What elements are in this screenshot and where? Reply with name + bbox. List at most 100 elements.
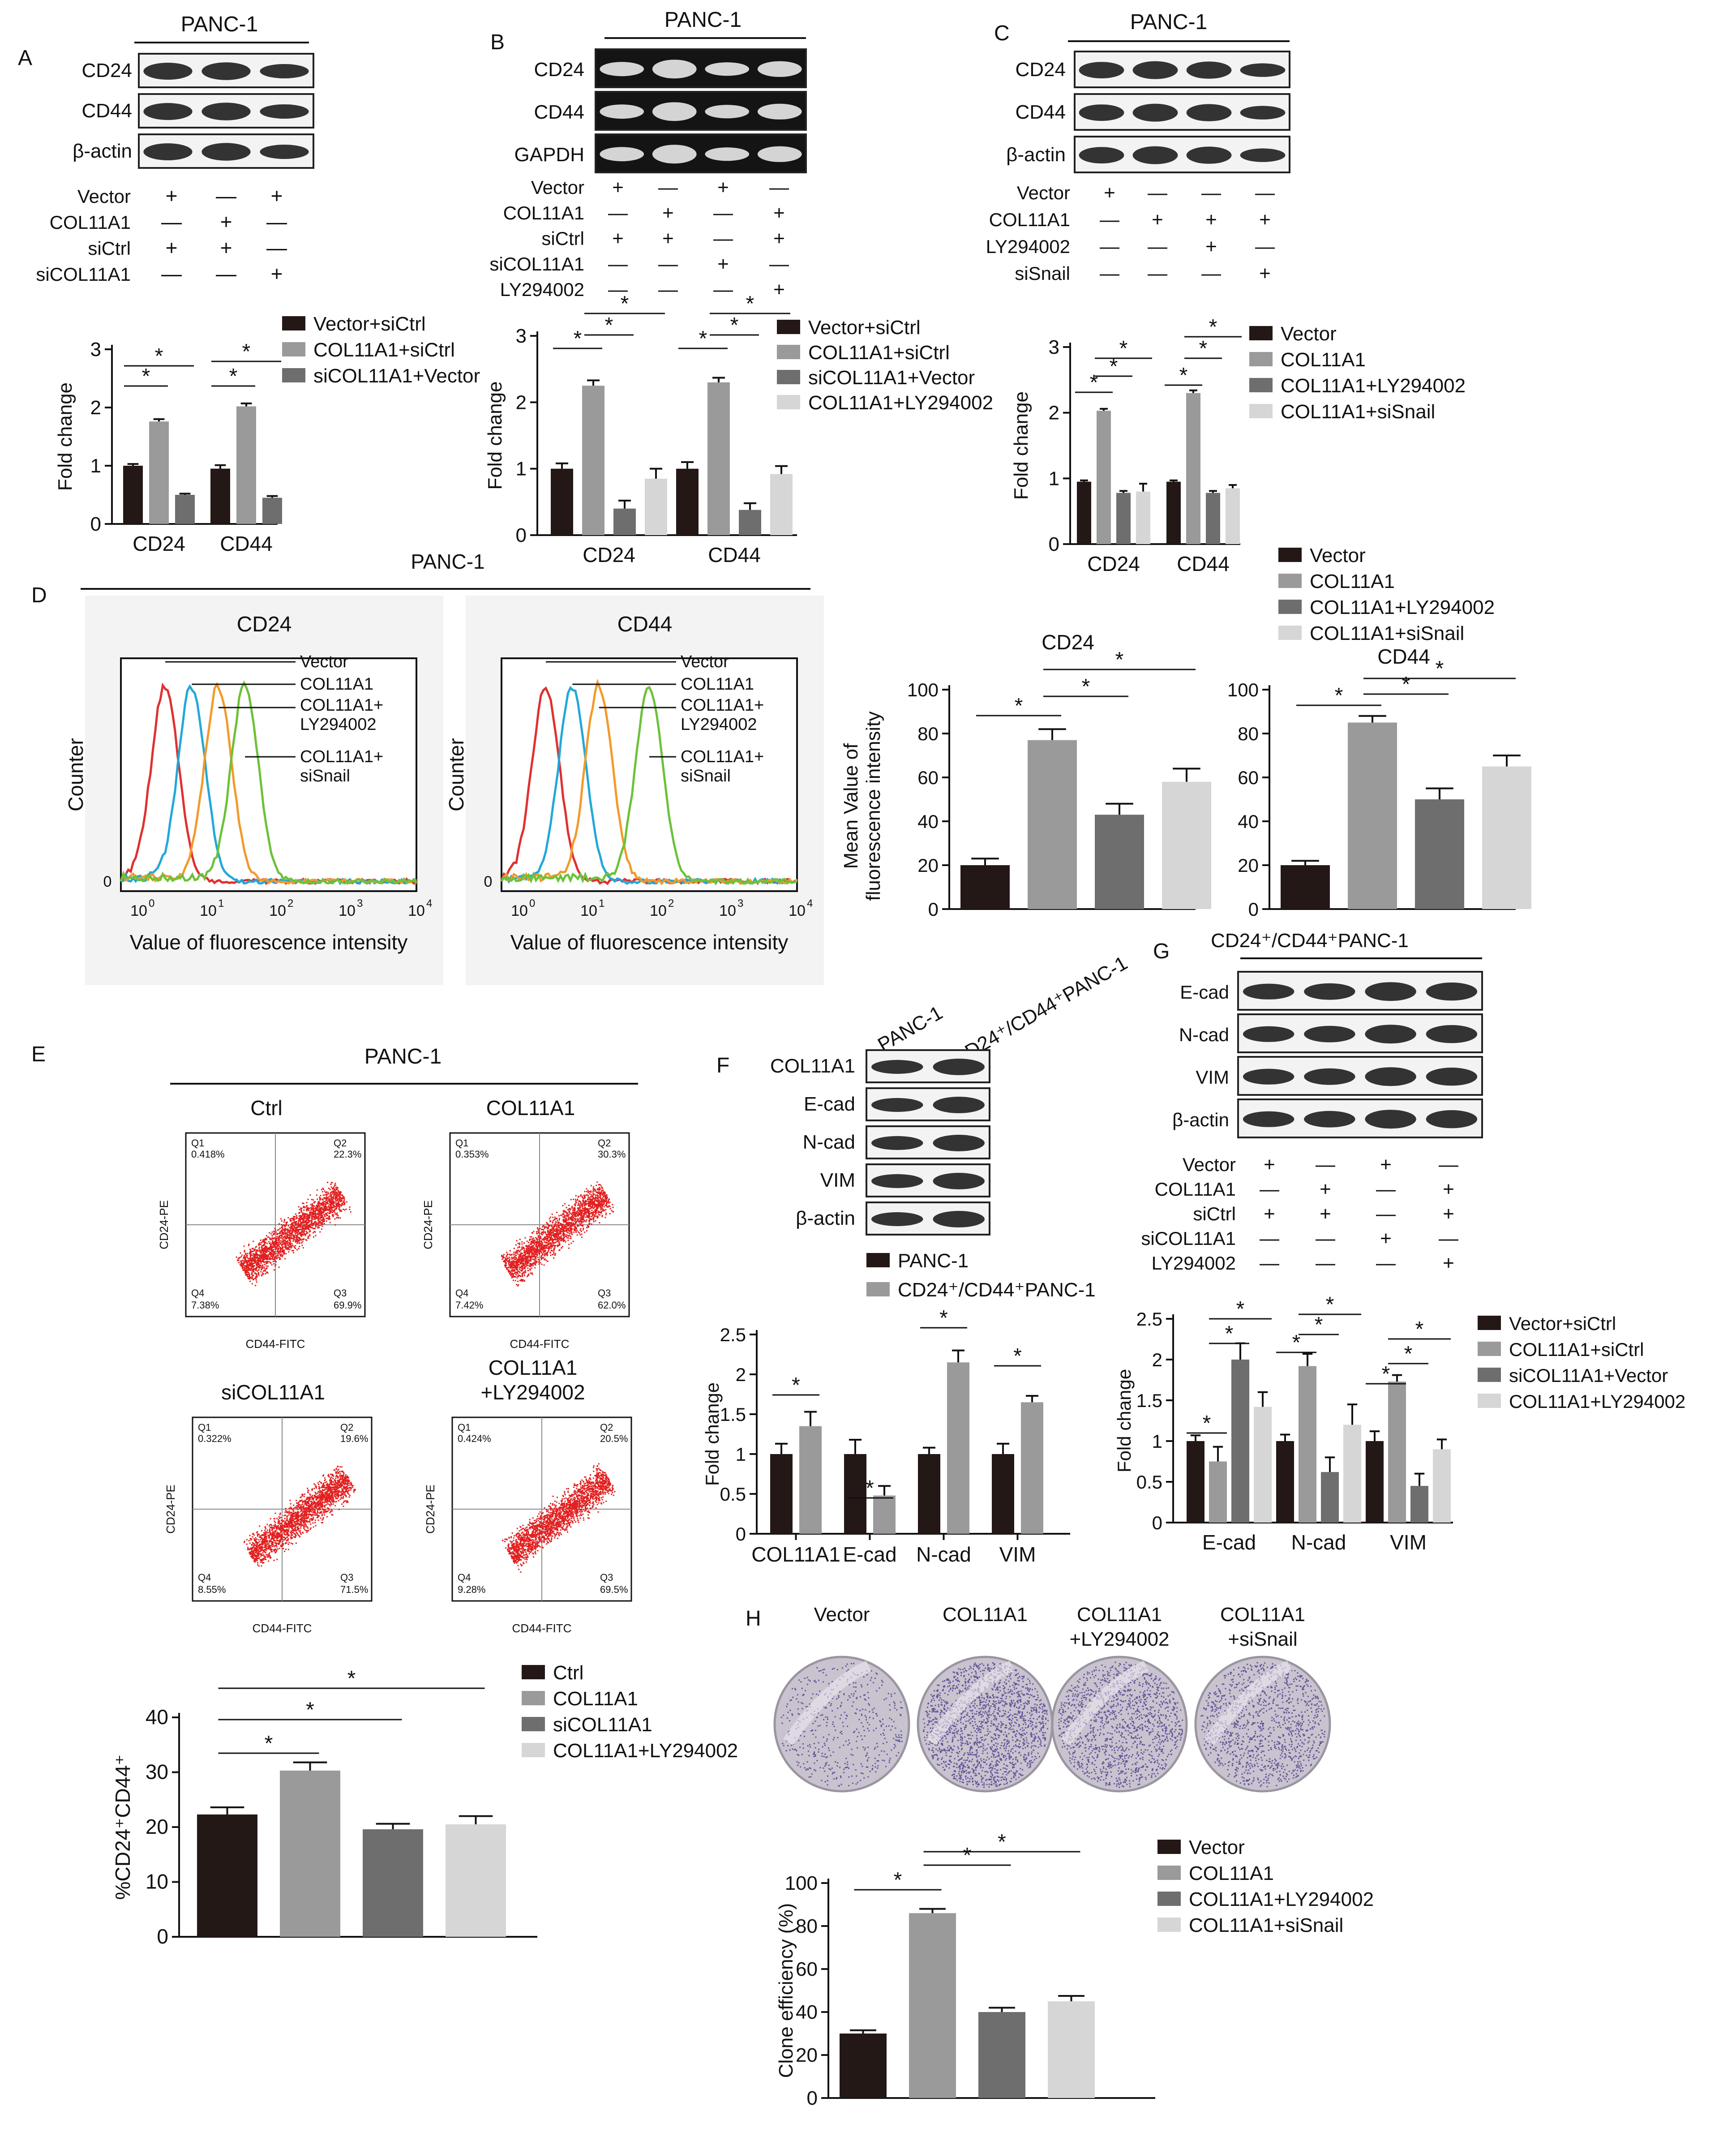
A-bar-0-0 xyxy=(123,466,143,524)
E-flow-0-title: Ctrl xyxy=(250,1096,283,1120)
E-flow-2-q3-value: 71.5% xyxy=(340,1584,368,1595)
F-bar-0-0 xyxy=(770,1454,793,1534)
D-legend-swatch-0 xyxy=(1278,548,1302,562)
H-bar-3-0 xyxy=(1048,2001,1095,2098)
E-flow-1-x-label: CD44-FITC xyxy=(510,1337,570,1351)
E-flow-3-q4-label: Q4 xyxy=(458,1572,471,1583)
C-bar-1-2 xyxy=(1206,493,1220,544)
A-sign: + xyxy=(220,236,232,259)
E-y-tick-label: 20 xyxy=(146,1815,168,1838)
E-legend-label-3: COL11A1+LY294002 xyxy=(553,1740,738,1762)
G-blot-0-band-3 xyxy=(1426,983,1478,1001)
F-bar-0-1 xyxy=(799,1426,822,1534)
H-plate-glare-3 xyxy=(1204,1660,1292,1746)
C-bar-0-3 xyxy=(1136,491,1150,544)
C-sign: — xyxy=(1201,262,1221,284)
E-flow-3-title2: +LY294002 xyxy=(480,1381,585,1404)
F-blot-1-band-0 xyxy=(871,1098,923,1112)
F-legend-swatch-1 xyxy=(866,1282,890,1296)
H-plate-label-1: COL11A1 xyxy=(943,1604,1028,1626)
A-sign: — xyxy=(161,210,182,233)
B-sign: + xyxy=(662,202,674,224)
G-band-label: VIM xyxy=(1196,1067,1229,1088)
E-significance-star: * xyxy=(347,1667,356,1690)
A-sign: + xyxy=(166,184,178,207)
B-sign: + xyxy=(612,176,624,198)
D-legend-swatch-1 xyxy=(1278,574,1302,588)
C-sign: — xyxy=(1148,236,1167,257)
C-y-tick-label: 1 xyxy=(1049,468,1059,489)
F-x-tick-label: COL11A1 xyxy=(751,1543,840,1566)
A-blot-1-band-2 xyxy=(260,104,309,119)
H-panel-letter: H xyxy=(746,1607,761,1630)
A-sign: — xyxy=(161,262,182,285)
B-sign: — xyxy=(608,202,628,224)
H-y-axis-label: Clone efficiency (%) xyxy=(775,1903,797,2078)
D-legend-swatch-3 xyxy=(1278,626,1302,640)
A-y-tick-label: 1 xyxy=(90,455,101,477)
A-blot-1-band-0 xyxy=(143,103,193,120)
F-blot-2-band-1 xyxy=(933,1135,985,1151)
G-blot-2-band-2 xyxy=(1365,1067,1416,1086)
F-x-tick-label: N-cad xyxy=(916,1543,971,1566)
D1-y-tick-label: 80 xyxy=(917,723,939,744)
H-legend-swatch-1 xyxy=(1157,1866,1181,1880)
E-legend-label-2: siCOL11A1 xyxy=(553,1714,652,1736)
C-significance-star: * xyxy=(1179,364,1188,387)
G-sign: — xyxy=(1260,1252,1279,1274)
G-blot-1-band-1 xyxy=(1304,1025,1355,1043)
C-sign: — xyxy=(1255,236,1275,257)
G-y-tick-label: 0 xyxy=(1152,1512,1162,1533)
G-significance-star: * xyxy=(1326,1293,1334,1317)
G-y-axis-label: Fold change xyxy=(1114,1369,1135,1472)
C-legend-swatch-3 xyxy=(1249,404,1273,418)
D-legend-label-1: COL11A1 xyxy=(1310,571,1395,592)
E-y-tick-label: 10 xyxy=(146,1870,168,1893)
B-band-label: GAPDH xyxy=(514,144,584,166)
C-sign: + xyxy=(1152,209,1163,231)
E-flow-2-q2-value: 19.6% xyxy=(340,1433,368,1444)
D-hist-cd44-curve-label: Vector xyxy=(681,652,729,671)
A-legend-label-0: Vector+siCtrl xyxy=(313,313,426,335)
C-sign: + xyxy=(1205,236,1217,257)
C-band-label: CD44 xyxy=(1016,101,1066,123)
D-hist-cd24-curve-3 xyxy=(120,680,418,885)
B-gel-0-band-3 xyxy=(757,61,802,77)
B-bar-1-2 xyxy=(739,510,761,535)
B-condition-label: COL11A1 xyxy=(503,202,584,223)
A-sign: — xyxy=(266,210,287,233)
H-legend-label-1: COL11A1 xyxy=(1189,1862,1274,1884)
E-y-tick-label: 30 xyxy=(146,1760,168,1784)
H-plate-label2-2: +LY294002 xyxy=(1069,1628,1169,1650)
D-hist-cd44-x-tick-base: 10 xyxy=(719,902,736,919)
E-bar-2-0 xyxy=(363,1829,423,1937)
G-condition-label: siCtrl xyxy=(1193,1203,1236,1224)
E-flow-3-title: COL11A1 xyxy=(489,1356,578,1379)
H-legend-label-3: COL11A1+siSnail xyxy=(1189,1914,1343,1936)
A-sign: + xyxy=(271,262,283,285)
A-sign: + xyxy=(271,184,283,207)
G-y-tick-label: 1.5 xyxy=(1136,1390,1162,1411)
C-sign: + xyxy=(1104,182,1115,204)
D1-y-tick-label: 100 xyxy=(907,679,939,700)
G-bar-0-1 xyxy=(1209,1461,1227,1523)
E-flow-3-q2-label: Q2 xyxy=(600,1422,613,1433)
E-flow-2-q1-label: Q1 xyxy=(198,1422,211,1433)
F-band-label: COL11A1 xyxy=(770,1055,855,1077)
D1-title: CD24 xyxy=(1042,631,1094,654)
G-significance-star: * xyxy=(1225,1322,1234,1346)
A-y-tick-label: 0 xyxy=(90,513,101,535)
G-blot-3-band-3 xyxy=(1426,1110,1478,1128)
B-significance-star: * xyxy=(730,313,739,337)
D-hist-cd24-curve-label: COL11A1+ xyxy=(300,696,383,715)
A-condition-label: siCtrl xyxy=(88,238,131,259)
B-band-label: CD44 xyxy=(534,101,585,123)
G-significance-star: * xyxy=(1382,1362,1390,1386)
D1-significance-star: * xyxy=(1115,648,1124,672)
C-blot-2-band-2 xyxy=(1186,146,1232,164)
E-flow-3-q1-label: Q1 xyxy=(458,1422,471,1433)
E-flow-2-q2-label: Q2 xyxy=(340,1422,353,1433)
G-legend-swatch-3 xyxy=(1478,1394,1501,1408)
B-sign: + xyxy=(773,202,785,224)
F-band-label: N-cad xyxy=(803,1131,855,1153)
